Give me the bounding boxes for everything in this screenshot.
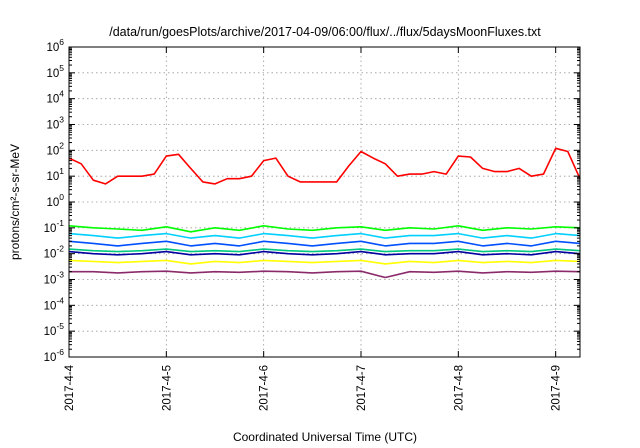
series-line: [68, 225, 581, 233]
series-line: [68, 250, 581, 256]
x-tick-label: 2017-4-8: [453, 365, 465, 411]
y-tick-label: 104: [46, 89, 64, 106]
y-tick-label: 101: [46, 166, 64, 183]
y-tick-label: 100: [46, 192, 64, 209]
x-tick-label: 2017-4-6: [259, 365, 271, 411]
y-tick-label: 10-2: [44, 244, 65, 261]
series-layer: [68, 147, 581, 279]
x-tick-label: 2017-4-4: [64, 364, 76, 411]
y-tick-label: 10-6: [44, 347, 65, 364]
x-axis-label: Coordinated Universal Time (UTC): [233, 430, 417, 444]
series-line: [68, 232, 581, 239]
y-tick-label: 106: [46, 37, 64, 54]
y-axis-label: protons/cm²-s-sr-MeV: [8, 144, 22, 260]
chart-title: /data/run/goesPlots/archive/2017-04-09/0…: [109, 25, 541, 39]
x-tick-label: 2017-4-9: [551, 365, 563, 411]
series-line: [68, 259, 581, 265]
series-line: [68, 248, 581, 253]
x-tick-label: 2017-4-7: [356, 365, 368, 411]
series-line: [68, 147, 581, 185]
y-axis: 10-6 10-5 10-4 10-3 10-2 10-1 100 101 102 103 104 1…: [44, 37, 580, 364]
series-line: [68, 240, 581, 247]
y-tick-label: 10-5: [44, 321, 65, 338]
y-tick-label: 102: [46, 140, 64, 157]
grid: [68, 46, 580, 358]
x-tick-label: 2017-4-5: [161, 365, 173, 411]
x-axis: 2017-4-4 2017-4-5 2017-4-6 2017-4-7 2017-4-8…: [64, 47, 563, 411]
y-tick-label: 10-4: [44, 295, 65, 312]
y-tick-label: 105: [46, 63, 64, 80]
y-tick-label: 10-3: [44, 270, 65, 287]
y-tick-label: 103: [46, 115, 64, 132]
series-line: [69, 270, 581, 279]
y-tick-label: 10-1: [44, 218, 65, 235]
